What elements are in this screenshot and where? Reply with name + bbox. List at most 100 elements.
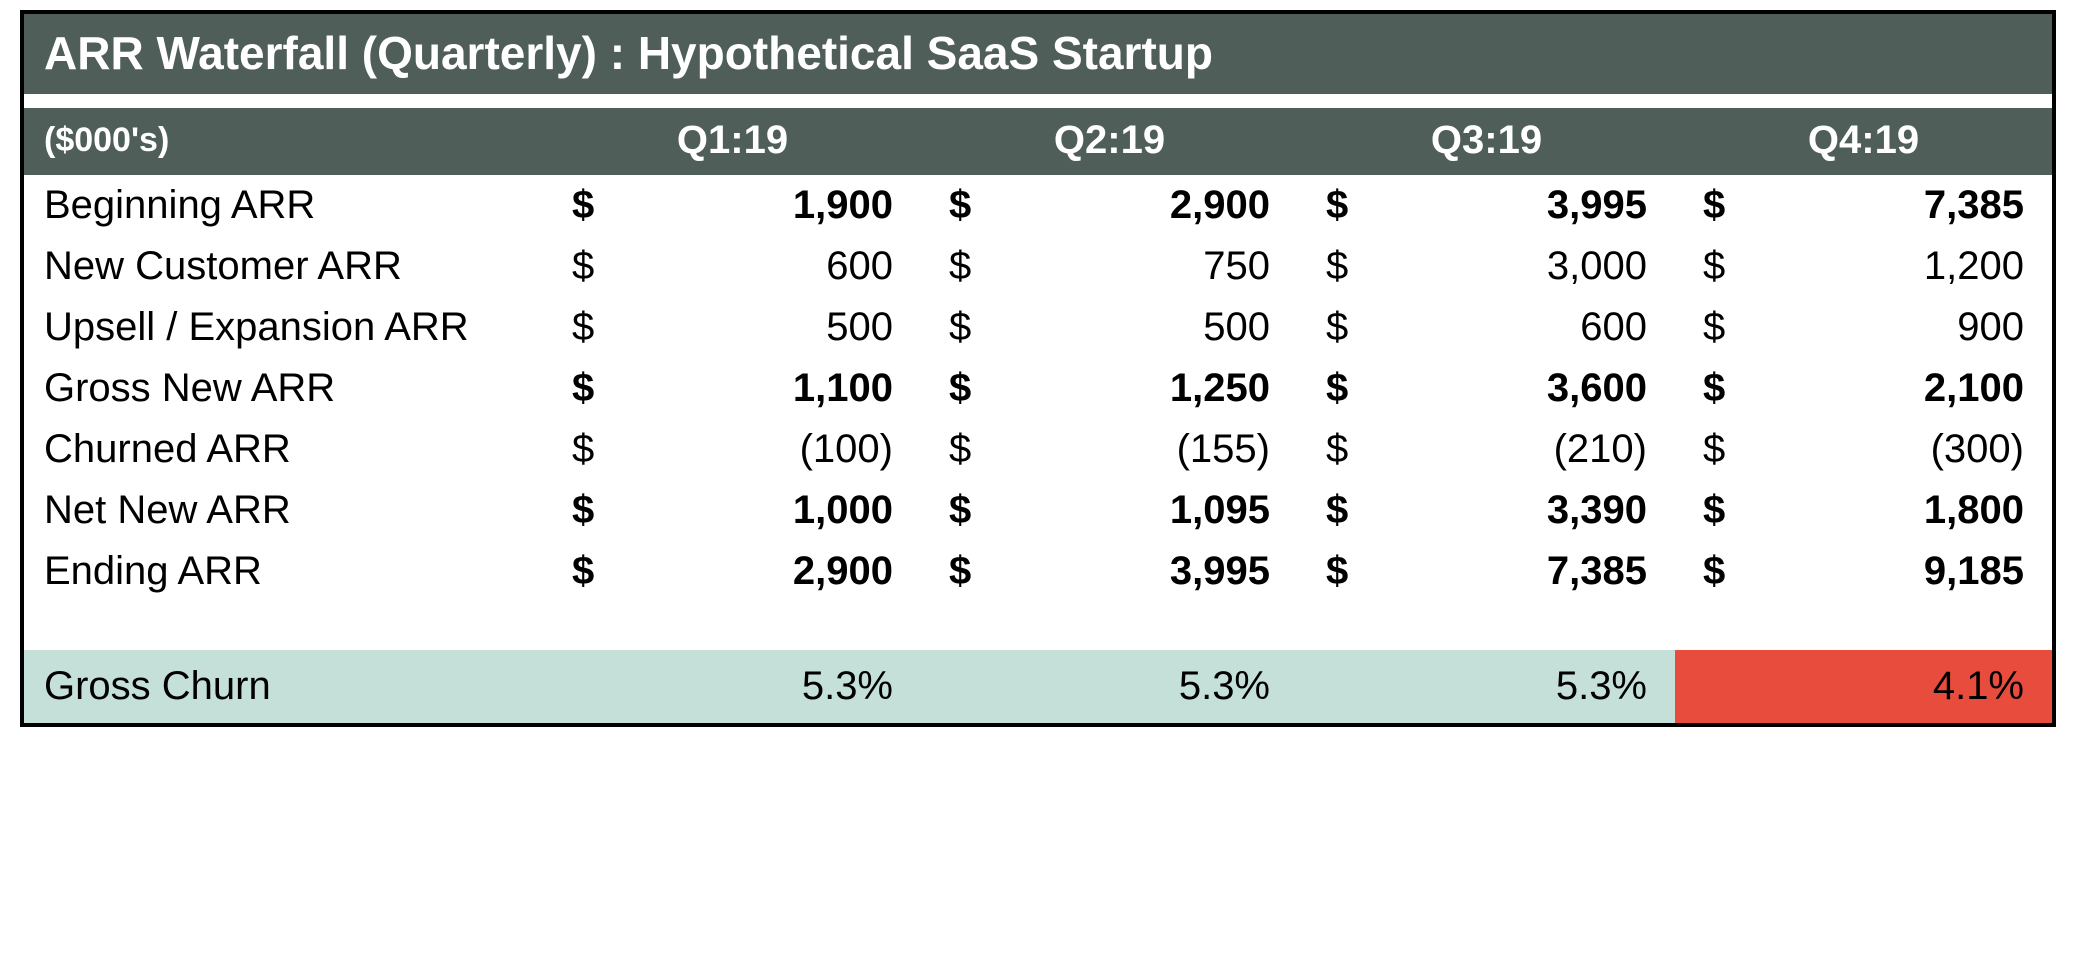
table-cell: $500 [921, 305, 1298, 350]
row-label: New Customer ARR [24, 244, 544, 289]
cell-value: 2,100 [1924, 366, 2024, 411]
currency-symbol: $ [949, 366, 979, 411]
table-cell: $1,800 [1675, 488, 2052, 533]
cell-value: 900 [1957, 305, 2024, 350]
currency-symbol: $ [1326, 305, 1356, 350]
currency-symbol: $ [949, 305, 979, 350]
cell-value: 5.3% [1556, 664, 1647, 709]
currency-symbol: $ [1326, 366, 1356, 411]
cell-value: 7,385 [1924, 183, 2024, 228]
currency-symbol: $ [1326, 549, 1356, 594]
churn-cell: 5.3% [544, 650, 921, 723]
cell-value: (210) [1554, 427, 1647, 472]
spacer [24, 602, 2052, 650]
currency-symbol: $ [1703, 244, 1733, 289]
currency-symbol: $ [1703, 305, 1733, 350]
cell-value: (100) [800, 427, 893, 472]
currency-symbol: $ [572, 183, 602, 228]
cell-value: 600 [1580, 305, 1647, 350]
table-cell: $1,900 [544, 183, 921, 228]
churn-cell-highlight: 4.1% [1675, 650, 2052, 723]
table-row: Net New ARR$1,000$1,095$3,390$1,800 [24, 480, 2052, 541]
cell-value: 500 [1203, 305, 1270, 350]
cell-value: 3,390 [1547, 488, 1647, 533]
cell-value: 7,385 [1547, 549, 1647, 594]
currency-symbol: $ [572, 549, 602, 594]
table-body: Beginning ARR$1,900$2,900$3,995$7,385New… [24, 175, 2052, 723]
table-cell: $1,100 [544, 366, 921, 411]
column-header: Q4:19 [1675, 118, 2052, 163]
currency-symbol: $ [1326, 488, 1356, 533]
table-row: Churned ARR $ (100) $ (155) $ (210) $ (300) [24, 419, 2052, 480]
arr-waterfall-table: ARR Waterfall (Quarterly) : Hypothetical… [20, 10, 2056, 727]
row-label: Gross Churn [24, 650, 544, 723]
churn-cell: 5.3% [921, 650, 1298, 723]
table-row: New Customer ARR$600$750$3,000$1,200 [24, 236, 2052, 297]
cell-value: 500 [826, 305, 893, 350]
currency-symbol: $ [1703, 183, 1733, 228]
row-label: Gross New ARR [24, 366, 544, 411]
column-header: Q1:19 [544, 118, 921, 163]
cell-value: 600 [826, 244, 893, 289]
table-cell: $ (155) [921, 427, 1298, 472]
currency-symbol: $ [1326, 183, 1356, 228]
table-cell: $1,250 [921, 366, 1298, 411]
table-cell: $1,200 [1675, 244, 2052, 289]
cell-value: 1,095 [1170, 488, 1270, 533]
table-row: Ending ARR$2,900$3,995$7,385$9,185 [24, 541, 2052, 602]
currency-symbol: $ [1703, 488, 1733, 533]
currency-symbol: $ [1703, 427, 1733, 472]
currency-symbol: $ [572, 366, 602, 411]
currency-symbol: $ [572, 488, 602, 533]
table-row: Beginning ARR$1,900$2,900$3,995$7,385 [24, 175, 2052, 236]
currency-symbol: $ [949, 244, 979, 289]
row-label: Upsell / Expansion ARR [24, 305, 544, 350]
currency-symbol: $ [572, 305, 602, 350]
table-row: Upsell / Expansion ARR$500$500$600$900 [24, 297, 2052, 358]
currency-symbol: $ [949, 488, 979, 533]
row-label: Net New ARR [24, 488, 544, 533]
currency-symbol: $ [1703, 366, 1733, 411]
cell-value: 750 [1203, 244, 1270, 289]
column-header: Q2:19 [921, 118, 1298, 163]
currency-symbol: $ [949, 549, 979, 594]
table-cell: $3,995 [1298, 183, 1675, 228]
row-label: Churned ARR [24, 427, 544, 472]
column-header: Q3:19 [1298, 118, 1675, 163]
cell-value: 1,800 [1924, 488, 2024, 533]
churn-cell: 5.3% [1298, 650, 1675, 723]
title-gap [24, 94, 2052, 108]
table-cell: $2,100 [1675, 366, 2052, 411]
currency-symbol: $ [949, 427, 979, 472]
cell-value: 2,900 [1170, 183, 1270, 228]
column-header-row: ($000's) Q1:19 Q2:19 Q3:19 Q4:19 [24, 108, 2052, 175]
cell-value: 1,250 [1170, 366, 1270, 411]
units-label: ($000's) [24, 121, 544, 160]
cell-value: 5.3% [802, 664, 893, 709]
table-cell: $7,385 [1298, 549, 1675, 594]
cell-value: 1,200 [1924, 244, 2024, 289]
cell-value: 5.3% [1179, 664, 1270, 709]
table-cell: $3,000 [1298, 244, 1675, 289]
table-cell: $750 [921, 244, 1298, 289]
table-cell: $1,095 [921, 488, 1298, 533]
currency-symbol: $ [1326, 427, 1356, 472]
table-cell: $600 [544, 244, 921, 289]
cell-value: 9,185 [1924, 549, 2024, 594]
cell-value: 1,100 [793, 366, 893, 411]
table-row: Gross New ARR$1,100$1,250$3,600$2,100 [24, 358, 2052, 419]
table-cell: $3,995 [921, 549, 1298, 594]
table-cell: $9,185 [1675, 549, 2052, 594]
table-title: ARR Waterfall (Quarterly) : Hypothetical… [24, 14, 2052, 94]
table-cell: $3,390 [1298, 488, 1675, 533]
cell-value: 3,995 [1170, 549, 1270, 594]
table-cell: $900 [1675, 305, 2052, 350]
cell-value: (300) [1931, 427, 2024, 472]
table-cell: $7,385 [1675, 183, 2052, 228]
table-cell: $ (100) [544, 427, 921, 472]
cell-value: 3,600 [1547, 366, 1647, 411]
cell-value: 2,900 [793, 549, 893, 594]
table-cell: $500 [544, 305, 921, 350]
cell-value: (155) [1177, 427, 1270, 472]
currency-symbol: $ [572, 427, 602, 472]
